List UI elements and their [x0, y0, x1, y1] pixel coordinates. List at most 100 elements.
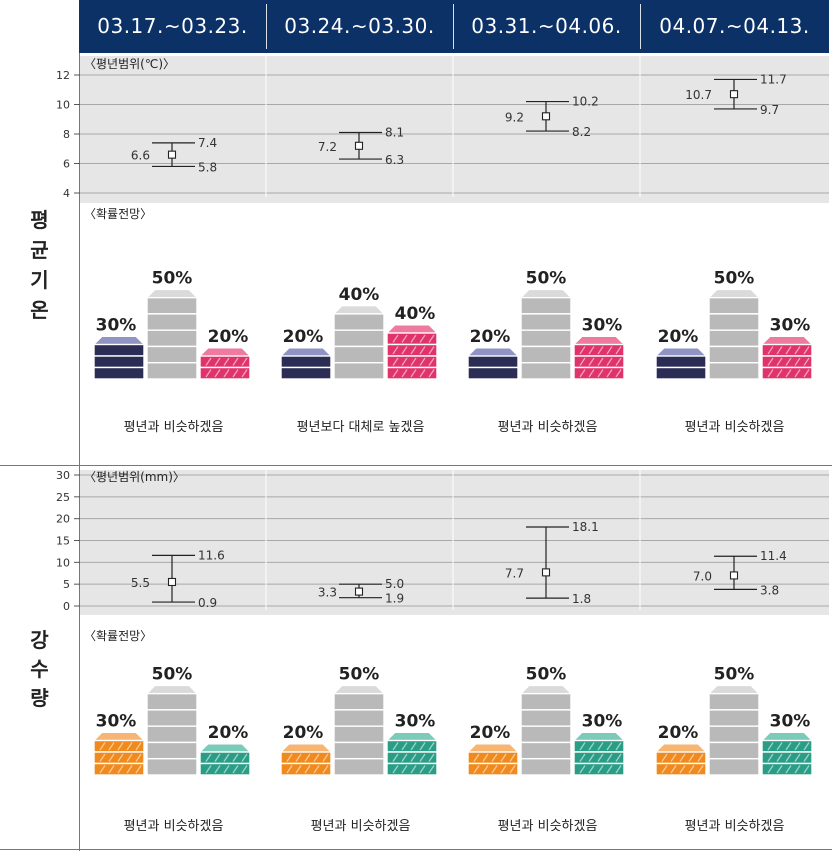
- temp-above-block-stripe: [214, 369, 221, 378]
- prec-mean-marker: [541, 568, 551, 577]
- precipitation-section-label: 강 수 량: [30, 628, 49, 710]
- prec-above-block-stripe: [588, 765, 595, 774]
- prec-above-block-stripe: [214, 753, 221, 762]
- prec-upper-label: 18.1: [572, 520, 599, 534]
- prec-above-block: [198, 743, 252, 776]
- temp-above-block-stripe: [241, 369, 248, 378]
- prec-below-block-stripe: [688, 765, 695, 774]
- header-divider: [266, 4, 267, 49]
- prec-above-block-stripe: [241, 753, 248, 762]
- temp-mean-label: 6.6: [131, 149, 150, 163]
- prec-above-block-stripe: [410, 742, 417, 751]
- temperature-outlook-2: 평년보다 대체로 높겠음: [296, 420, 425, 435]
- prec-upper-label: 5.0: [385, 577, 404, 591]
- temperature-range-plot-bg: [80, 56, 829, 203]
- temp-below-block-top: [654, 347, 708, 357]
- temp-above-pct: 20%: [208, 327, 249, 347]
- temp-normal-block-layer: [708, 313, 760, 331]
- prec-above-block-top: [198, 743, 252, 753]
- prec-below-block-stripe: [135, 753, 142, 762]
- temp-below-block-layer: [655, 355, 707, 369]
- temp-above-block-stripe: [794, 369, 801, 378]
- prec-above-block-stripe: [803, 765, 810, 774]
- temp-above-block-stripe: [392, 334, 399, 343]
- temp-below-block: [279, 347, 333, 380]
- temp-above-block-stripe: [785, 346, 792, 355]
- prec-below-block-stripe: [108, 753, 115, 762]
- temp-mean-marker: [354, 141, 364, 150]
- section-divider-horizontal: [0, 465, 832, 466]
- prec-below-block-stripe: [304, 753, 311, 762]
- temp-lower-label: 8.2: [572, 125, 591, 139]
- prec-normal-block-layer: [333, 709, 385, 727]
- temp-below-block-top: [466, 347, 520, 357]
- prec-below-block-stripe: [322, 753, 329, 762]
- temp-ytick-label: 10: [56, 99, 70, 112]
- temp-above-block-stripe: [419, 357, 426, 366]
- prec-below-block-layer: [93, 762, 145, 776]
- prec-below-block-stripe: [509, 765, 516, 774]
- prec-above-block-stripe: [579, 753, 586, 762]
- prec-mean-label: 3.3: [318, 586, 337, 600]
- prec-ytick-label: 20: [56, 513, 70, 526]
- precipitation-forecast-caption: 〈확률전망〉: [84, 629, 153, 643]
- prec-normal-block-layer: [708, 758, 760, 776]
- prec-above-block-stripe: [588, 753, 595, 762]
- temp-normal-block: [519, 289, 573, 380]
- temp-normal-block-layer: [333, 345, 385, 364]
- prec-below-block-stripe: [99, 742, 106, 751]
- prec-above-block: [572, 732, 626, 776]
- temp-above-block-stripe: [606, 369, 613, 378]
- prec-below-block-stripe: [99, 765, 106, 774]
- prec-normal-block-top: [707, 685, 761, 695]
- prec-above-block-stripe: [392, 765, 399, 774]
- temp-below-block: [92, 336, 146, 380]
- prec-below-block-top: [466, 743, 520, 753]
- prec-below-block-stripe: [491, 765, 498, 774]
- temp-below-pct: 20%: [470, 327, 511, 347]
- precipitation-outlook-3: 평년과 비슷하겠음: [497, 819, 598, 834]
- prec-normal-pct: 50%: [339, 665, 380, 685]
- temp-normal-block-layer: [708, 362, 760, 380]
- temp-lower-label: 9.7: [760, 103, 779, 117]
- prec-normal-block: [145, 685, 199, 776]
- period-header-2: 03.24.~03.30.: [284, 14, 435, 38]
- temp-above-block-stripe: [205, 369, 212, 378]
- prec-above-block-stripe: [428, 765, 435, 774]
- temp-normal-block-layer: [146, 329, 198, 348]
- prec-above-block-stripe: [785, 765, 792, 774]
- temp-below-block-layer: [467, 355, 519, 369]
- prec-below-block-stripe: [108, 742, 115, 751]
- prec-ytick-label: 0: [63, 600, 70, 613]
- temp-below-block-layer: [280, 366, 332, 380]
- prec-above-block-stripe: [579, 765, 586, 774]
- prec-below-block: [92, 732, 146, 776]
- prec-below-block-stripe: [135, 742, 142, 751]
- prec-below-block-stripe: [500, 765, 507, 774]
- temp-above-block-stripe: [785, 369, 792, 378]
- temp-upper-label: 10.2: [572, 95, 599, 109]
- temp-above-block-stripe: [241, 357, 248, 366]
- prec-above-block-stripe: [794, 765, 801, 774]
- prec-below-block-stripe: [304, 765, 311, 774]
- prec-below-block-stripe: [679, 765, 686, 774]
- temp-above-block-stripe: [392, 346, 399, 355]
- prec-mean-marker: [729, 571, 739, 580]
- prec-above-block-stripe: [401, 753, 408, 762]
- prec-normal-block-layer: [333, 692, 385, 711]
- prec-above-block-stripe: [392, 753, 399, 762]
- prec-above-block-stripe: [767, 742, 774, 751]
- temp-above-block-stripe: [401, 334, 408, 343]
- temp-normal-block-layer: [708, 296, 760, 315]
- temp-normal-block-layer: [146, 296, 198, 315]
- temp-above-block-stripe: [401, 357, 408, 366]
- temp-above-block: [572, 336, 626, 380]
- prec-mean-marker: [354, 587, 364, 596]
- prec-below-block-stripe: [670, 753, 677, 762]
- prec-ytick-label: 30: [56, 469, 70, 482]
- prec-above-block-layer: [761, 762, 813, 776]
- temp-above-block-stripe: [803, 369, 810, 378]
- temp-normal-pct: 50%: [526, 269, 567, 289]
- prec-ytick-label: 15: [56, 535, 70, 548]
- temp-normal-block: [332, 305, 386, 380]
